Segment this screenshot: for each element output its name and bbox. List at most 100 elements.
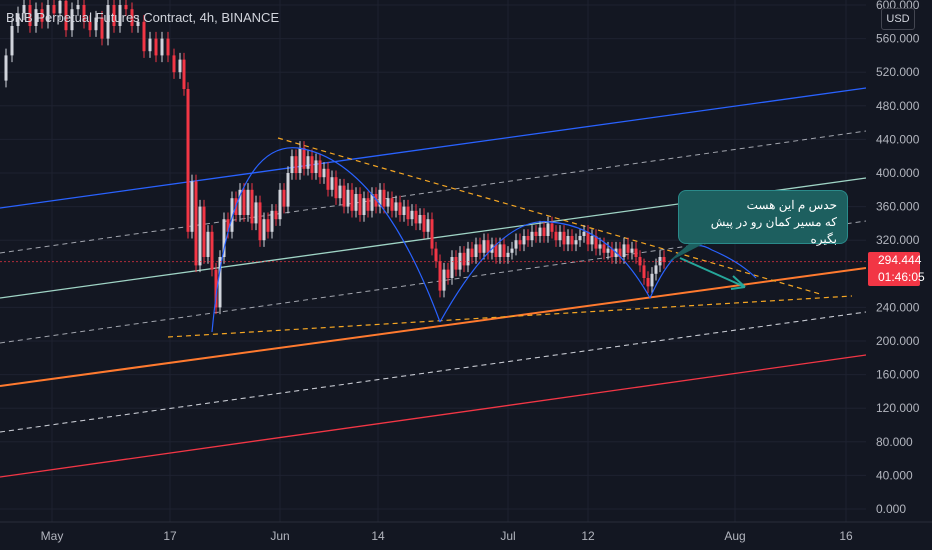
candle-body xyxy=(314,160,318,173)
candle-body xyxy=(178,59,182,73)
current-price-value: 294.444 xyxy=(878,253,922,267)
candle-body xyxy=(238,189,242,215)
candle-body xyxy=(538,227,542,236)
candle-body xyxy=(486,240,490,253)
candle-body xyxy=(642,265,646,278)
candle-body xyxy=(266,219,270,232)
candle-body xyxy=(502,244,506,257)
candle-body xyxy=(382,189,386,207)
candle-body xyxy=(518,240,522,245)
candle-body xyxy=(590,236,594,245)
candle-body xyxy=(474,244,478,257)
candle-body xyxy=(634,248,638,257)
arc-3 xyxy=(649,245,757,299)
candle-body xyxy=(582,231,586,236)
x-tick-label: 16 xyxy=(839,529,853,543)
candle-body xyxy=(250,189,254,224)
candle-body xyxy=(646,278,650,287)
candle-body xyxy=(148,38,152,52)
candle-body xyxy=(394,202,398,211)
candle-body xyxy=(462,252,466,266)
candle-body xyxy=(230,198,234,232)
y-tick-label: 40.000 xyxy=(876,468,913,482)
candle-body xyxy=(558,231,562,241)
candle-body xyxy=(414,210,418,224)
candle-body xyxy=(100,17,104,39)
candle-body xyxy=(118,5,122,26)
forecast-arrow xyxy=(679,257,746,288)
candle-body xyxy=(124,5,128,10)
candle-body xyxy=(386,198,390,207)
candle-body xyxy=(298,147,302,173)
candle-body xyxy=(366,198,370,211)
candle-body xyxy=(190,181,194,232)
candle-body xyxy=(322,168,326,178)
annotation-note[interactable]: حدس م این هست که مسیر کمان رو در پیش بگی… xyxy=(678,190,848,246)
candle-body xyxy=(64,0,68,31)
candle-body xyxy=(534,231,538,236)
candle-body xyxy=(650,273,654,287)
candle-body xyxy=(214,269,218,308)
candle-body xyxy=(82,5,86,22)
candle-body xyxy=(542,227,546,236)
candle-body xyxy=(326,168,330,190)
candle-body xyxy=(494,244,498,257)
candle-body xyxy=(594,236,598,249)
candle-body xyxy=(136,21,140,26)
candle-body xyxy=(450,257,454,278)
candle-body xyxy=(262,219,266,241)
candle-body xyxy=(198,206,202,266)
candle-body xyxy=(470,248,474,257)
candle-body xyxy=(550,223,554,232)
arc-1 xyxy=(211,147,441,333)
candle-body xyxy=(274,210,278,220)
candle-body xyxy=(498,244,502,257)
candle-body xyxy=(546,223,550,236)
candle-body xyxy=(454,257,458,270)
candle-body xyxy=(478,244,482,253)
currency-button[interactable]: USD xyxy=(881,8,915,30)
candle-body xyxy=(172,55,176,73)
y-tick-label: 0.000 xyxy=(876,502,906,516)
candle-body xyxy=(622,244,626,257)
candle-body xyxy=(4,55,8,81)
candle-body xyxy=(598,244,602,249)
candle-body xyxy=(510,248,514,253)
x-tick-label: 14 xyxy=(371,529,385,543)
y-tick-label: 400.000 xyxy=(876,166,920,180)
candle-body xyxy=(306,156,310,169)
candle-body xyxy=(246,189,250,215)
candle-body xyxy=(334,177,338,199)
candle-body xyxy=(202,206,206,257)
candle-body xyxy=(574,240,578,245)
y-tick-label: 360.000 xyxy=(876,200,920,214)
y-tick-label: 520.000 xyxy=(876,65,920,79)
candle-body xyxy=(522,236,526,245)
candle-body xyxy=(586,231,590,245)
candle-body xyxy=(350,189,354,211)
candle-body xyxy=(294,156,298,173)
triangle-upper-line xyxy=(277,137,821,295)
chart-title: BNB Perpetual Futures Contract, 4h, BINA… xyxy=(6,10,280,25)
candle-body xyxy=(34,9,38,26)
candle-body xyxy=(258,202,262,241)
y-tick-label: 560.000 xyxy=(876,32,920,46)
candle-body xyxy=(662,257,666,263)
candle-body xyxy=(166,38,170,56)
candle-body xyxy=(506,252,510,257)
candle-body xyxy=(554,231,558,241)
candle-body xyxy=(378,189,382,207)
y-tick-label: 200.000 xyxy=(876,334,920,348)
candle-body xyxy=(28,5,32,26)
candle-body xyxy=(310,156,314,173)
candle-body xyxy=(530,231,534,241)
candle-body xyxy=(362,198,366,215)
candle-body xyxy=(566,236,570,245)
candle-body xyxy=(358,194,362,215)
triangle-lower-line xyxy=(167,295,853,338)
candle-body xyxy=(40,9,44,22)
candle-body xyxy=(626,244,630,253)
dashed-channel-line xyxy=(0,311,867,433)
